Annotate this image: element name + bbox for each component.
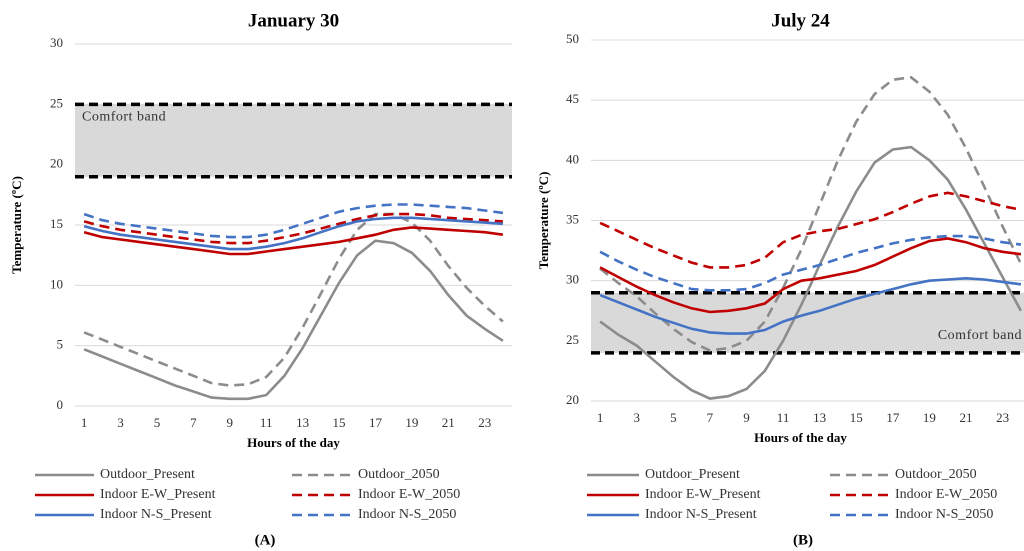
x-tick-label: 7: [190, 415, 197, 430]
y-tick-label: 45: [566, 91, 579, 106]
legend-label: Outdoor_Present: [645, 467, 740, 482]
x-tick-label: 5: [154, 415, 161, 430]
series-line: [599, 191, 1022, 269]
y-axis-label: Temperature (ºC): [536, 172, 551, 270]
y-tick-label: 35: [566, 211, 579, 226]
x-tick-label: 5: [670, 410, 677, 425]
panel-label: (A): [255, 532, 276, 548]
x-tick-label: 1: [597, 410, 604, 425]
legend-label: Indoor N-S_2050: [895, 507, 993, 522]
y-tick-label: 50: [566, 31, 579, 46]
y-tick-label: 15: [50, 216, 63, 231]
series-line: [83, 216, 503, 251]
x-axis-label: Hours of the day: [754, 430, 847, 445]
comfort-band: [591, 292, 1024, 353]
x-tick-label: 9: [227, 415, 234, 430]
y-axis-label: Temperature (ºC): [9, 176, 24, 274]
series-line: [83, 239, 504, 401]
comfort-band-label: Comfort band: [938, 328, 1022, 343]
legend-label: Indoor E-W_Present: [100, 487, 216, 502]
legend-label: Indoor E-W_2050: [895, 487, 997, 502]
x-tick-label: 19: [923, 410, 936, 425]
legend-label: Indoor E-W_Present: [645, 487, 761, 502]
y-tick-label: 25: [566, 332, 579, 347]
chart-title: July 24: [771, 10, 830, 31]
x-tick-label: 9: [743, 410, 750, 425]
x-tick-label: 19: [405, 415, 418, 430]
y-tick-label: 10: [50, 276, 63, 291]
comfort-band-label: Comfort band: [82, 110, 166, 125]
legend-label: Indoor N-S_Present: [100, 507, 212, 522]
series-line: [599, 276, 1022, 335]
x-tick-label: 13: [296, 415, 309, 430]
comfort-band: [75, 104, 512, 177]
y-tick-label: 40: [566, 151, 579, 166]
legend-label: Outdoor_2050: [358, 467, 440, 482]
y-tick-label: 5: [57, 337, 64, 352]
chart-title: January 30: [248, 10, 339, 31]
x-tick-label: 11: [260, 415, 273, 430]
x-tick-label: 17: [369, 415, 383, 430]
x-tick-label: 23: [478, 415, 491, 430]
legend-label: Indoor N-S_2050: [358, 507, 456, 522]
x-tick-label: 15: [850, 410, 863, 425]
series-line: [83, 226, 504, 256]
x-tick-label: 15: [333, 415, 346, 430]
x-tick-label: 21: [442, 415, 455, 430]
y-tick-label: 20: [50, 156, 63, 171]
legend-label: Indoor N-S_Present: [645, 507, 757, 522]
series-line: [599, 145, 1023, 400]
panel-label: (B): [793, 532, 813, 548]
legend-label: Indoor E-W_2050: [358, 487, 460, 502]
y-tick-label: 30: [566, 272, 579, 287]
x-tick-label: 1: [81, 415, 88, 430]
x-tick-label: 7: [707, 410, 714, 425]
y-tick-label: 25: [50, 95, 63, 110]
series-line: [83, 212, 503, 245]
x-tick-label: 3: [633, 410, 640, 425]
x-tick-label: 17: [886, 410, 900, 425]
y-tick-label: 30: [50, 35, 63, 50]
x-tick-label: 3: [117, 415, 124, 430]
series-line: [599, 75, 1023, 352]
x-tick-label: 11: [777, 410, 790, 425]
legend-label: Outdoor_2050: [895, 467, 977, 482]
legend-label: Outdoor_Present: [100, 467, 195, 482]
x-tick-label: 23: [996, 410, 1009, 425]
y-tick-label: 20: [566, 392, 579, 407]
series-line: [599, 237, 1022, 314]
x-tick-label: 13: [813, 410, 826, 425]
y-tick-label: 0: [57, 397, 64, 412]
series-line: [83, 203, 504, 239]
x-axis-label: Hours of the day: [247, 435, 340, 450]
x-tick-label: 21: [959, 410, 972, 425]
